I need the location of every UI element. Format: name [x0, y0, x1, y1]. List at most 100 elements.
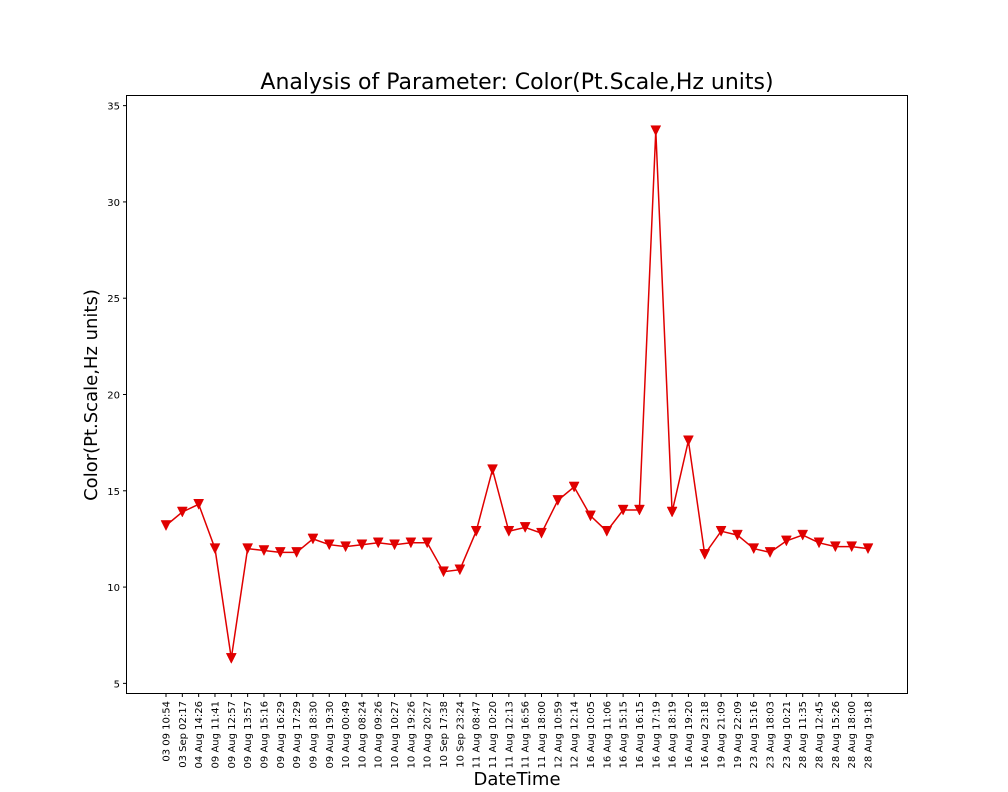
data-point-marker [683, 435, 694, 447]
x-tick-label: 11 Aug 12:13 [504, 701, 515, 768]
x-tick-label: 10 Aug 00:49 [341, 701, 352, 768]
x-axis-label: DateTime [473, 769, 560, 790]
y-axis-label: Color(Pt.Scale,Hz units) [81, 289, 102, 501]
x-tick-label: 19 Aug 21:09 [717, 701, 728, 768]
plot-frame [126, 95, 908, 694]
data-point-marker [617, 504, 629, 516]
data-point-marker [470, 525, 482, 537]
data-point-marker [389, 539, 400, 551]
data-point-marker [225, 653, 237, 664]
data-point-marker [372, 537, 384, 549]
data-point-marker [731, 529, 743, 541]
y-tick-label: 20 [107, 391, 120, 402]
data-point-marker [846, 541, 858, 553]
data-point-marker [487, 464, 498, 476]
x-tick-label: 09 Aug 17:29 [292, 701, 303, 768]
data-point-marker [421, 537, 433, 549]
x-tick-label: 10 Sep 17:38 [439, 701, 450, 768]
data-point-marker [356, 539, 368, 551]
y-tick-label: 5 [114, 679, 120, 690]
x-tick-label: 03 Sep 02:17 [178, 701, 189, 768]
x-tick-label: 23 Aug 15:16 [749, 701, 760, 768]
x-tick-label: 09 Aug 11:41 [210, 701, 221, 768]
x-tick-label: 28 Aug 11:35 [798, 701, 809, 768]
x-tick-label: 09 Aug 18:30 [308, 701, 319, 768]
data-point-marker [764, 547, 776, 558]
x-tick-label: 19 Aug 22:09 [733, 701, 744, 768]
x-tick-label: 16 Aug 11:06 [602, 701, 613, 768]
data-point-marker [585, 510, 596, 522]
x-tick-label: 16 Aug 10:05 [586, 701, 597, 768]
x-tick-label: 16 Aug 15:15 [619, 701, 630, 768]
x-tick-label: 12 Aug 12:14 [570, 701, 581, 768]
data-point-marker [552, 495, 564, 506]
data-point-marker [340, 541, 351, 553]
series-line [160, 125, 874, 664]
x-tick-label: 10 Aug 08:24 [357, 701, 368, 768]
data-point-marker [193, 499, 205, 510]
data-point-marker [797, 529, 809, 541]
data-point-marker [601, 525, 613, 537]
x-tick-label: 10 Sep 23:24 [455, 701, 466, 768]
x-tick-label: 16 Aug 23:18 [700, 701, 711, 768]
data-point-marker [291, 547, 303, 558]
data-point-marker [519, 522, 531, 533]
x-tick-label: 23 Aug 18:03 [766, 701, 777, 768]
y-tick-label: 15 [107, 487, 120, 498]
data-point-marker [503, 525, 515, 537]
x-tick-label: 03 09 10:54 [162, 701, 173, 762]
data-point-marker [634, 504, 645, 516]
data-point-marker [666, 506, 678, 518]
x-tick-label: 11 Aug 10:20 [488, 701, 499, 768]
y-tick-label: 30 [107, 198, 120, 209]
x-tick-label: 28 Aug 18:00 [847, 701, 858, 768]
data-point-marker [862, 543, 874, 555]
data-point-marker [307, 533, 319, 545]
x-tick-label: 16 Aug 19:20 [684, 701, 695, 768]
data-point-marker [699, 549, 711, 560]
x-tick-label: 11 Aug 16:56 [521, 701, 532, 768]
data-point-marker [715, 525, 727, 537]
x-tick-label: 23 Aug 10:21 [782, 701, 793, 768]
x-tick-label: 10 Aug 19:26 [406, 701, 417, 768]
x-tick-label: 10 Aug 10:27 [390, 701, 401, 768]
x-tick-label: 09 Aug 12:57 [227, 701, 238, 768]
data-point-marker [274, 547, 286, 558]
x-tick-label: 16 Aug 16:15 [635, 701, 646, 768]
x-tick-label: 16 Aug 17:19 [651, 701, 662, 768]
x-tick-label: 09 Aug 16:29 [276, 701, 287, 768]
x-tick-label: 12 Aug 10:59 [553, 701, 564, 768]
data-point-marker [242, 543, 254, 555]
data-point-marker [258, 545, 270, 557]
y-tick-label: 25 [107, 294, 120, 305]
x-tick-label: 10 Aug 09:26 [374, 701, 385, 768]
x-tick-label: 10 Aug 20:27 [423, 701, 434, 768]
x-tick-label: 11 Aug 18:00 [537, 701, 548, 768]
data-point-marker [748, 543, 760, 555]
y-tick-label: 10 [107, 583, 120, 594]
y-axis: 5 10 15 20 25 30 35 [107, 102, 127, 690]
x-tick-label: 16 Aug 18:19 [668, 701, 679, 768]
data-point-marker [323, 539, 335, 551]
x-tick-label: 11 Aug 08:47 [472, 701, 483, 768]
data-point-marker [813, 537, 825, 549]
x-tick-label: 28 Aug 12:45 [815, 701, 826, 768]
data-point-marker [405, 537, 417, 549]
data-point-marker [536, 527, 547, 539]
x-tick-label: 09 Aug 15:16 [259, 701, 270, 768]
data-point-marker [438, 566, 449, 578]
data-point-marker [160, 520, 172, 532]
data-point-marker [780, 535, 792, 547]
x-tick-label: 09 Aug 13:57 [243, 701, 254, 768]
x-axis: 03 09 10:54 03 Sep 02:17 04 Aug 14:26 09 Au… [162, 693, 875, 768]
chart-title: Analysis of Parameter: Color(Pt.Scale,Hz… [260, 70, 773, 95]
x-tick-label: 28 Aug 15:26 [831, 701, 842, 768]
x-tick-label: 09 Aug 19:30 [325, 701, 336, 768]
data-point-marker [568, 481, 580, 493]
y-tick-label: 35 [107, 102, 120, 113]
data-point-marker [650, 125, 662, 137]
data-point-marker [454, 564, 466, 576]
x-tick-label: 28 Aug 19:18 [864, 701, 875, 768]
x-tick-label: 04 Aug 14:26 [194, 701, 205, 768]
